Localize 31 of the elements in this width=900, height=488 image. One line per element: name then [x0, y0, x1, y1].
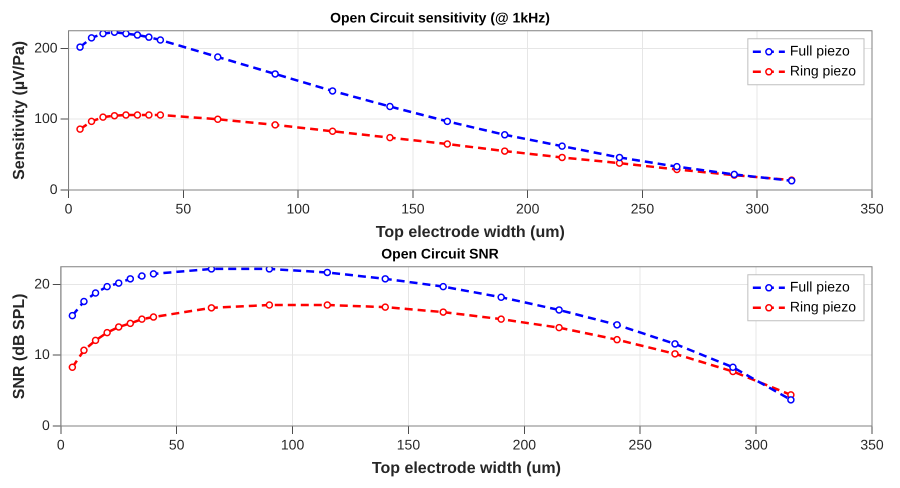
x-tick-label: 150: [401, 200, 425, 216]
y-tick-label: 20: [34, 275, 50, 292]
x-axis-title: Top electrode width (um): [376, 224, 565, 241]
legend-label: Full piezo: [790, 42, 850, 59]
x-tick-label: 250: [628, 436, 652, 452]
x-tick-label: 50: [176, 200, 192, 216]
legend-label: Ring piezo: [790, 298, 856, 315]
chart-title: Open Circuit SNR: [381, 245, 499, 262]
y-tick-label: 100: [34, 110, 58, 126]
y-tick-label: 10: [34, 346, 50, 362]
x-tick-label: 250: [630, 200, 654, 216]
x-tick-label: 50: [168, 436, 185, 452]
x-tick-label: 350: [860, 436, 884, 452]
y-axis-title: Sensitivity (µV/Pa): [11, 40, 28, 180]
x-tick-label: 300: [744, 436, 768, 452]
x-axis-title: Top electrode width (um): [372, 460, 561, 477]
x-tick-label: 0: [64, 200, 73, 216]
y-tick-label: 0: [50, 180, 58, 197]
legend-label: Ring piezo: [790, 62, 856, 79]
x-tick-label: 100: [286, 200, 310, 216]
x-tick-label: 350: [860, 200, 884, 216]
y-tick-label: 0: [42, 416, 50, 433]
x-tick-label: 100: [280, 436, 304, 452]
y-axis-title: SNR (dB SPL): [11, 294, 28, 400]
legend-label: Full piezo: [790, 278, 850, 295]
x-tick-label: 200: [516, 200, 540, 216]
x-tick-label: 200: [512, 436, 536, 452]
x-tick-label: 300: [746, 200, 770, 216]
chart-title: Open Circuit sensitivity (@ 1kHz): [330, 9, 550, 26]
x-tick-label: 150: [396, 436, 420, 452]
y-tick-label: 200: [34, 39, 58, 56]
